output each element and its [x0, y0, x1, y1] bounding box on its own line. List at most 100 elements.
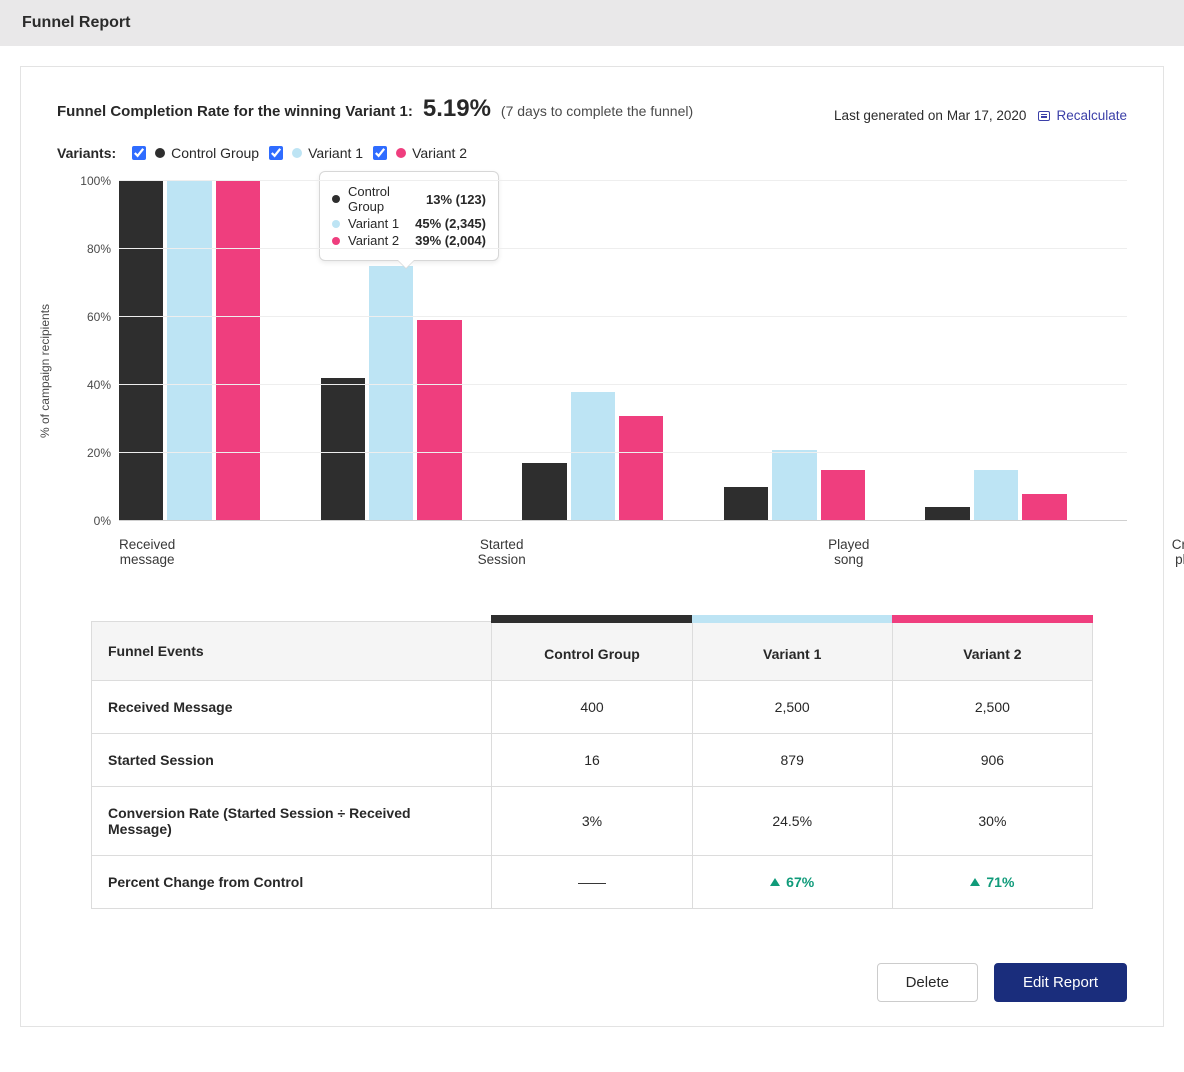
- table-header-label: Control Group: [544, 646, 640, 662]
- gridline: [119, 452, 1127, 453]
- funnel-report-app: Funnel Report Funnel Completion Rate for…: [0, 0, 1184, 1047]
- variant-color-dot: [292, 148, 302, 158]
- y-axis-label: % of campaign recipients: [38, 304, 52, 438]
- table-header-label: Funnel Events: [108, 643, 204, 659]
- bar[interactable]: [522, 463, 566, 521]
- funnel-table: Funnel Events Control Group Variant 1 Varia…: [91, 621, 1093, 909]
- table-cell: 16: [492, 734, 692, 787]
- y-tick-label: 20%: [87, 446, 111, 460]
- edit-report-button[interactable]: Edit Report: [994, 963, 1127, 1002]
- x-tick-label: Created playlist: [1172, 521, 1184, 561]
- table-cell: 24.5%: [692, 787, 892, 856]
- tooltip-value: 39% (2,004): [415, 233, 486, 248]
- x-tick-label: Received message: [119, 521, 478, 561]
- tooltip-row: Control Group13% (123): [332, 184, 486, 214]
- y-tick-label: 0%: [94, 514, 111, 528]
- table-cell: 71%: [892, 856, 1092, 909]
- variant-name: Control Group: [171, 145, 259, 161]
- bar[interactable]: [772, 450, 816, 521]
- bar[interactable]: [417, 320, 461, 521]
- y-tick-label: 40%: [87, 378, 111, 392]
- last-generated-date: Mar 17, 2020: [947, 108, 1027, 123]
- table-header-events: Funnel Events: [92, 622, 492, 681]
- bar[interactable]: [619, 416, 663, 521]
- row-label: Received Message: [92, 681, 492, 734]
- chart-plot: Control Group13% (123) Variant 145% (2,34…: [119, 181, 1127, 521]
- variant-name: Variant 2: [412, 145, 467, 161]
- bar[interactable]: [369, 266, 413, 521]
- bar[interactable]: [821, 470, 865, 521]
- bar[interactable]: [1022, 494, 1066, 521]
- tooltip-value: 13% (123): [426, 192, 486, 207]
- bar[interactable]: [216, 181, 260, 521]
- tooltip-row: Variant 239% (2,004): [332, 233, 486, 248]
- y-tick-label: 60%: [87, 310, 111, 324]
- topbar: Funnel Report: [0, 0, 1184, 46]
- bar[interactable]: [167, 181, 211, 521]
- variant-checkbox[interactable]: [132, 146, 146, 160]
- card-wrap: Funnel Completion Rate for the winning V…: [0, 46, 1184, 1047]
- variants-legend: Variants: Control Group Variant 1 Variant …: [21, 133, 1163, 163]
- variant-checkbox[interactable]: [269, 146, 283, 160]
- tooltip-series-name: Control Group: [348, 184, 426, 214]
- table-row: Received Message4002,5002,500: [92, 681, 1093, 734]
- variant-name: Variant 1: [308, 145, 363, 161]
- table-cell: ——: [492, 856, 692, 909]
- last-generated: Last generated on Mar 17, 2020 Recalcula…: [834, 108, 1127, 123]
- table-row: Conversion Rate (Started Session ÷ Recei…: [92, 787, 1093, 856]
- y-tick-label: 80%: [87, 242, 111, 256]
- bar[interactable]: [119, 181, 163, 521]
- variant-toggle[interactable]: Variant 1: [265, 143, 363, 163]
- variant-stripe: [692, 615, 893, 623]
- table-header-label: Variant 2: [963, 646, 1021, 662]
- page-title: Funnel Report: [22, 14, 130, 31]
- completion-rate: Funnel Completion Rate for the winning V…: [57, 95, 693, 123]
- row-label: Conversion Rate (Started Session ÷ Recei…: [92, 787, 492, 856]
- bar[interactable]: [974, 470, 1018, 521]
- bar[interactable]: [321, 378, 365, 521]
- tooltip-color-dot: [332, 220, 340, 228]
- rate-label: Funnel Completion Rate for the winning V…: [57, 103, 413, 120]
- tooltip-color-dot: [332, 237, 340, 245]
- variant-stripe: [491, 615, 692, 623]
- table-header-label: Variant 1: [763, 646, 821, 662]
- gridline: [119, 316, 1127, 317]
- tooltip-color-dot: [332, 195, 340, 203]
- tooltip-series-name: Variant 2: [348, 233, 415, 248]
- table-cell: 879: [692, 734, 892, 787]
- variants-label: Variants:: [57, 145, 116, 161]
- table-cell: 30%: [892, 787, 1092, 856]
- table-row: Percent Change from Control——67%71%: [92, 856, 1093, 909]
- rate-subtext: (7 days to complete the funnel): [501, 103, 693, 119]
- table-row: Started Session16879906: [92, 734, 1093, 787]
- percent-change-value: 67%: [786, 874, 814, 890]
- funnel-table-wrap: Funnel Events Control Group Variant 1 Varia…: [21, 561, 1163, 929]
- recalculate-icon: [1038, 111, 1050, 121]
- card-header: Funnel Completion Rate for the winning V…: [21, 67, 1163, 133]
- variant-toggle[interactable]: Variant 2: [369, 143, 467, 163]
- tooltip-row: Variant 145% (2,345): [332, 216, 486, 231]
- table-cell: 2,500: [692, 681, 892, 734]
- variant-color-dot: [155, 148, 165, 158]
- tooltip-series-name: Variant 1: [348, 216, 415, 231]
- card-footer: Delete Edit Report: [21, 929, 1163, 1026]
- x-tick-label: Started Session: [478, 521, 828, 561]
- up-triangle-icon: [970, 878, 980, 886]
- x-tick-label: Played song: [828, 521, 1172, 561]
- table-cell: 400: [492, 681, 692, 734]
- table-header-variant: Control Group: [492, 622, 692, 681]
- variant-checkbox[interactable]: [373, 146, 387, 160]
- variant-toggle[interactable]: Control Group: [128, 143, 259, 163]
- gridline: [119, 248, 1127, 249]
- bar-group: [522, 181, 724, 521]
- delete-button[interactable]: Delete: [877, 963, 978, 1002]
- table-cell: 67%: [692, 856, 892, 909]
- recalculate-link[interactable]: Recalculate: [1056, 108, 1127, 123]
- tooltip-value: 45% (2,345): [415, 216, 486, 231]
- bar[interactable]: [724, 487, 768, 521]
- bar[interactable]: [571, 392, 615, 521]
- rate-value: 5.19%: [423, 95, 491, 123]
- bar-group: [925, 181, 1127, 521]
- bar[interactable]: [925, 507, 969, 521]
- bar-group: [119, 181, 321, 521]
